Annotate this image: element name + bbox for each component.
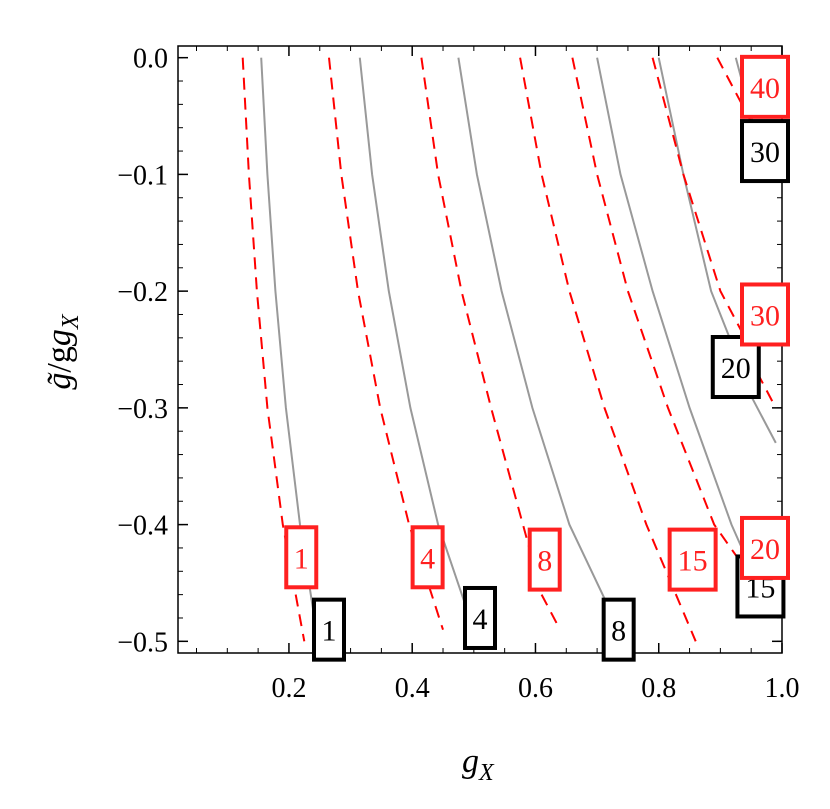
contour-label-text: 30 (750, 136, 780, 169)
contour-label-text: 1 (294, 542, 309, 575)
contour-label-solid-30: 30 (740, 119, 790, 184)
contour-label-box (284, 525, 319, 590)
contour-label-solid-8: 8 (601, 597, 636, 662)
contour-label-box (312, 597, 346, 662)
contour-label-dashed-20: 20 (740, 515, 790, 580)
contour-label-text: 8 (611, 615, 626, 648)
contour-label-box (527, 527, 562, 592)
contour-label-text: 4 (473, 603, 488, 636)
plot-frame (177, 45, 783, 654)
contour-label-solid-20: 20 (710, 335, 761, 400)
contour-label-solid-4: 4 (463, 585, 497, 650)
y-tick-label: −0.2 (117, 277, 168, 308)
contour-label-box (410, 525, 445, 590)
contour-label-text: 8 (537, 545, 552, 578)
contour-label-dashed-40: 40 (740, 54, 790, 119)
contour-label-box (463, 585, 497, 650)
solid-contour-15 (596, 57, 759, 584)
solid-contour-8 (457, 57, 610, 607)
contour-label-box (740, 119, 790, 184)
contour-label-solid-1: 1 (312, 597, 346, 662)
y-tick-label: −0.3 (117, 394, 168, 425)
contour-label-box (601, 597, 636, 662)
solid-contour-20 (657, 57, 740, 362)
x-tick-label: 1.0 (765, 673, 800, 704)
contour-label-text: 4 (420, 542, 435, 575)
solid-contour-20 (750, 395, 777, 444)
contour-label-text: 1 (322, 615, 337, 648)
y-tick-label: −0.5 (117, 627, 168, 658)
x-tick-label: 0.8 (641, 673, 676, 704)
contour-label-dashed-15: 15 (667, 527, 718, 592)
dashed-contour-8 (420, 57, 531, 549)
y-tick-label: −0.1 (117, 160, 168, 191)
y-tick-label: 0.0 (133, 44, 168, 75)
contour-label-text: 20 (721, 352, 751, 385)
contour-label-text: 20 (750, 533, 780, 566)
contour-label-box (710, 335, 761, 400)
dashed-contour-40 (716, 57, 777, 175)
dashed-contour-8 (540, 594, 561, 631)
x-axis-title: gX (462, 743, 495, 786)
dashed-contour-15 (519, 57, 697, 642)
contour-label-text: 40 (750, 72, 780, 105)
contour-label-box (667, 527, 718, 592)
x-tick-label: 0.2 (271, 673, 306, 704)
axis-ticks: 0.2 0.4 0.6 0.8 1.0 0.0 −0.1 −0.2 −0.3 −0.4 −0.5 (117, 44, 799, 704)
x-tick-label: 0.4 (395, 673, 430, 704)
x-tick-label: 0.6 (518, 673, 553, 704)
contour-label-text: 30 (750, 299, 780, 332)
svg-text:g̃/ggX: g̃/ggX (41, 313, 84, 389)
contour-label-box (740, 282, 790, 347)
dashed-contour-20 (571, 57, 740, 561)
contour-label-box (740, 515, 790, 580)
contour-lines (241, 57, 777, 653)
dashed-contour-30 (651, 57, 746, 339)
contour-label-dashed-30: 30 (740, 282, 790, 347)
y-axis-title: g̃/ggX (41, 313, 84, 389)
y-tick-label: −0.4 (117, 511, 168, 542)
contour-label-dashed-4: 4 (410, 525, 445, 590)
contour-label-box (740, 54, 790, 119)
contour-label-text: 15 (678, 545, 708, 578)
contour-label-dashed-1: 1 (284, 525, 319, 590)
contour-label-dashed-8: 8 (527, 527, 562, 592)
